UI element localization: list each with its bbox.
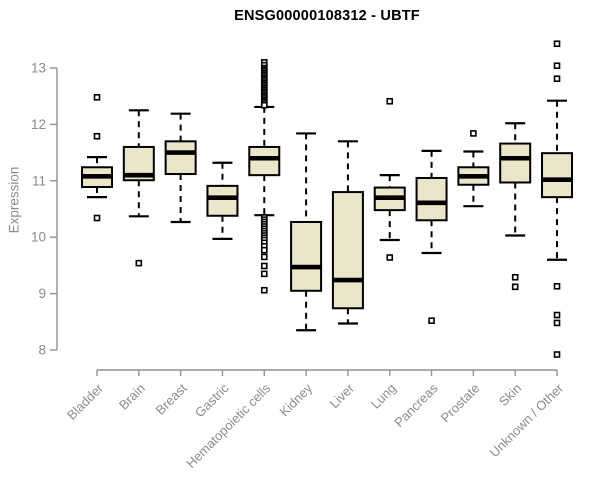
outlier-point	[470, 130, 477, 137]
x-tick-label: Kidney	[277, 380, 316, 419]
y-tick-label: 13	[31, 61, 46, 76]
outlier-point	[260, 286, 268, 294]
outlier-point	[428, 317, 435, 324]
x-tick-label: Bladder	[64, 380, 107, 423]
box-rect	[164, 140, 197, 176]
outlier-point	[93, 132, 101, 140]
outlier-point	[553, 319, 561, 327]
chart-title: ENSG00000108312 - UBTF	[234, 8, 420, 24]
x-tick-label: Gastric	[192, 380, 232, 420]
outlier-point	[260, 262, 268, 270]
x-tick-label: Pancreas	[391, 380, 441, 430]
outlier-point	[553, 351, 561, 358]
outlier-point	[260, 253, 268, 261]
outlier-point	[260, 246, 268, 254]
box-rect	[499, 142, 532, 184]
box-rect	[415, 176, 448, 222]
x-tick-label: Brain	[116, 381, 148, 413]
outlier-point	[553, 282, 561, 290]
y-tick-label: 12	[31, 117, 46, 132]
outlier-point	[260, 270, 268, 278]
x-tick-label: Prostate	[438, 381, 483, 426]
box-rect	[206, 184, 239, 217]
outlier-point	[553, 75, 561, 83]
outlier-point	[386, 97, 394, 105]
y-tick-label: 10	[31, 230, 46, 245]
outlier-point	[553, 40, 561, 48]
y-tick-label: 8	[38, 343, 46, 358]
outlier-point	[93, 94, 101, 101]
box-rect	[331, 191, 364, 310]
outlier-point	[386, 254, 394, 261]
outlier-point	[511, 283, 519, 291]
x-tick-label: Breast	[153, 380, 190, 417]
x-tick-label: Lung	[368, 381, 399, 412]
y-tick-label: 11	[32, 173, 46, 188]
outlier-point	[511, 273, 519, 281]
outlier-point	[93, 214, 101, 222]
outlier-point	[135, 259, 143, 267]
box-rect	[248, 145, 281, 177]
box-rect	[541, 152, 574, 199]
outlier-point	[553, 311, 561, 319]
outlier-point	[553, 62, 561, 70]
x-tick-label: Skin	[496, 381, 524, 409]
outlier-point	[260, 101, 268, 109]
x-tick-label: Liver	[327, 380, 358, 411]
x-tick-label: Unknown / Other	[487, 380, 567, 460]
y-tick-label: 9	[38, 286, 46, 301]
box-rect	[290, 220, 323, 292]
